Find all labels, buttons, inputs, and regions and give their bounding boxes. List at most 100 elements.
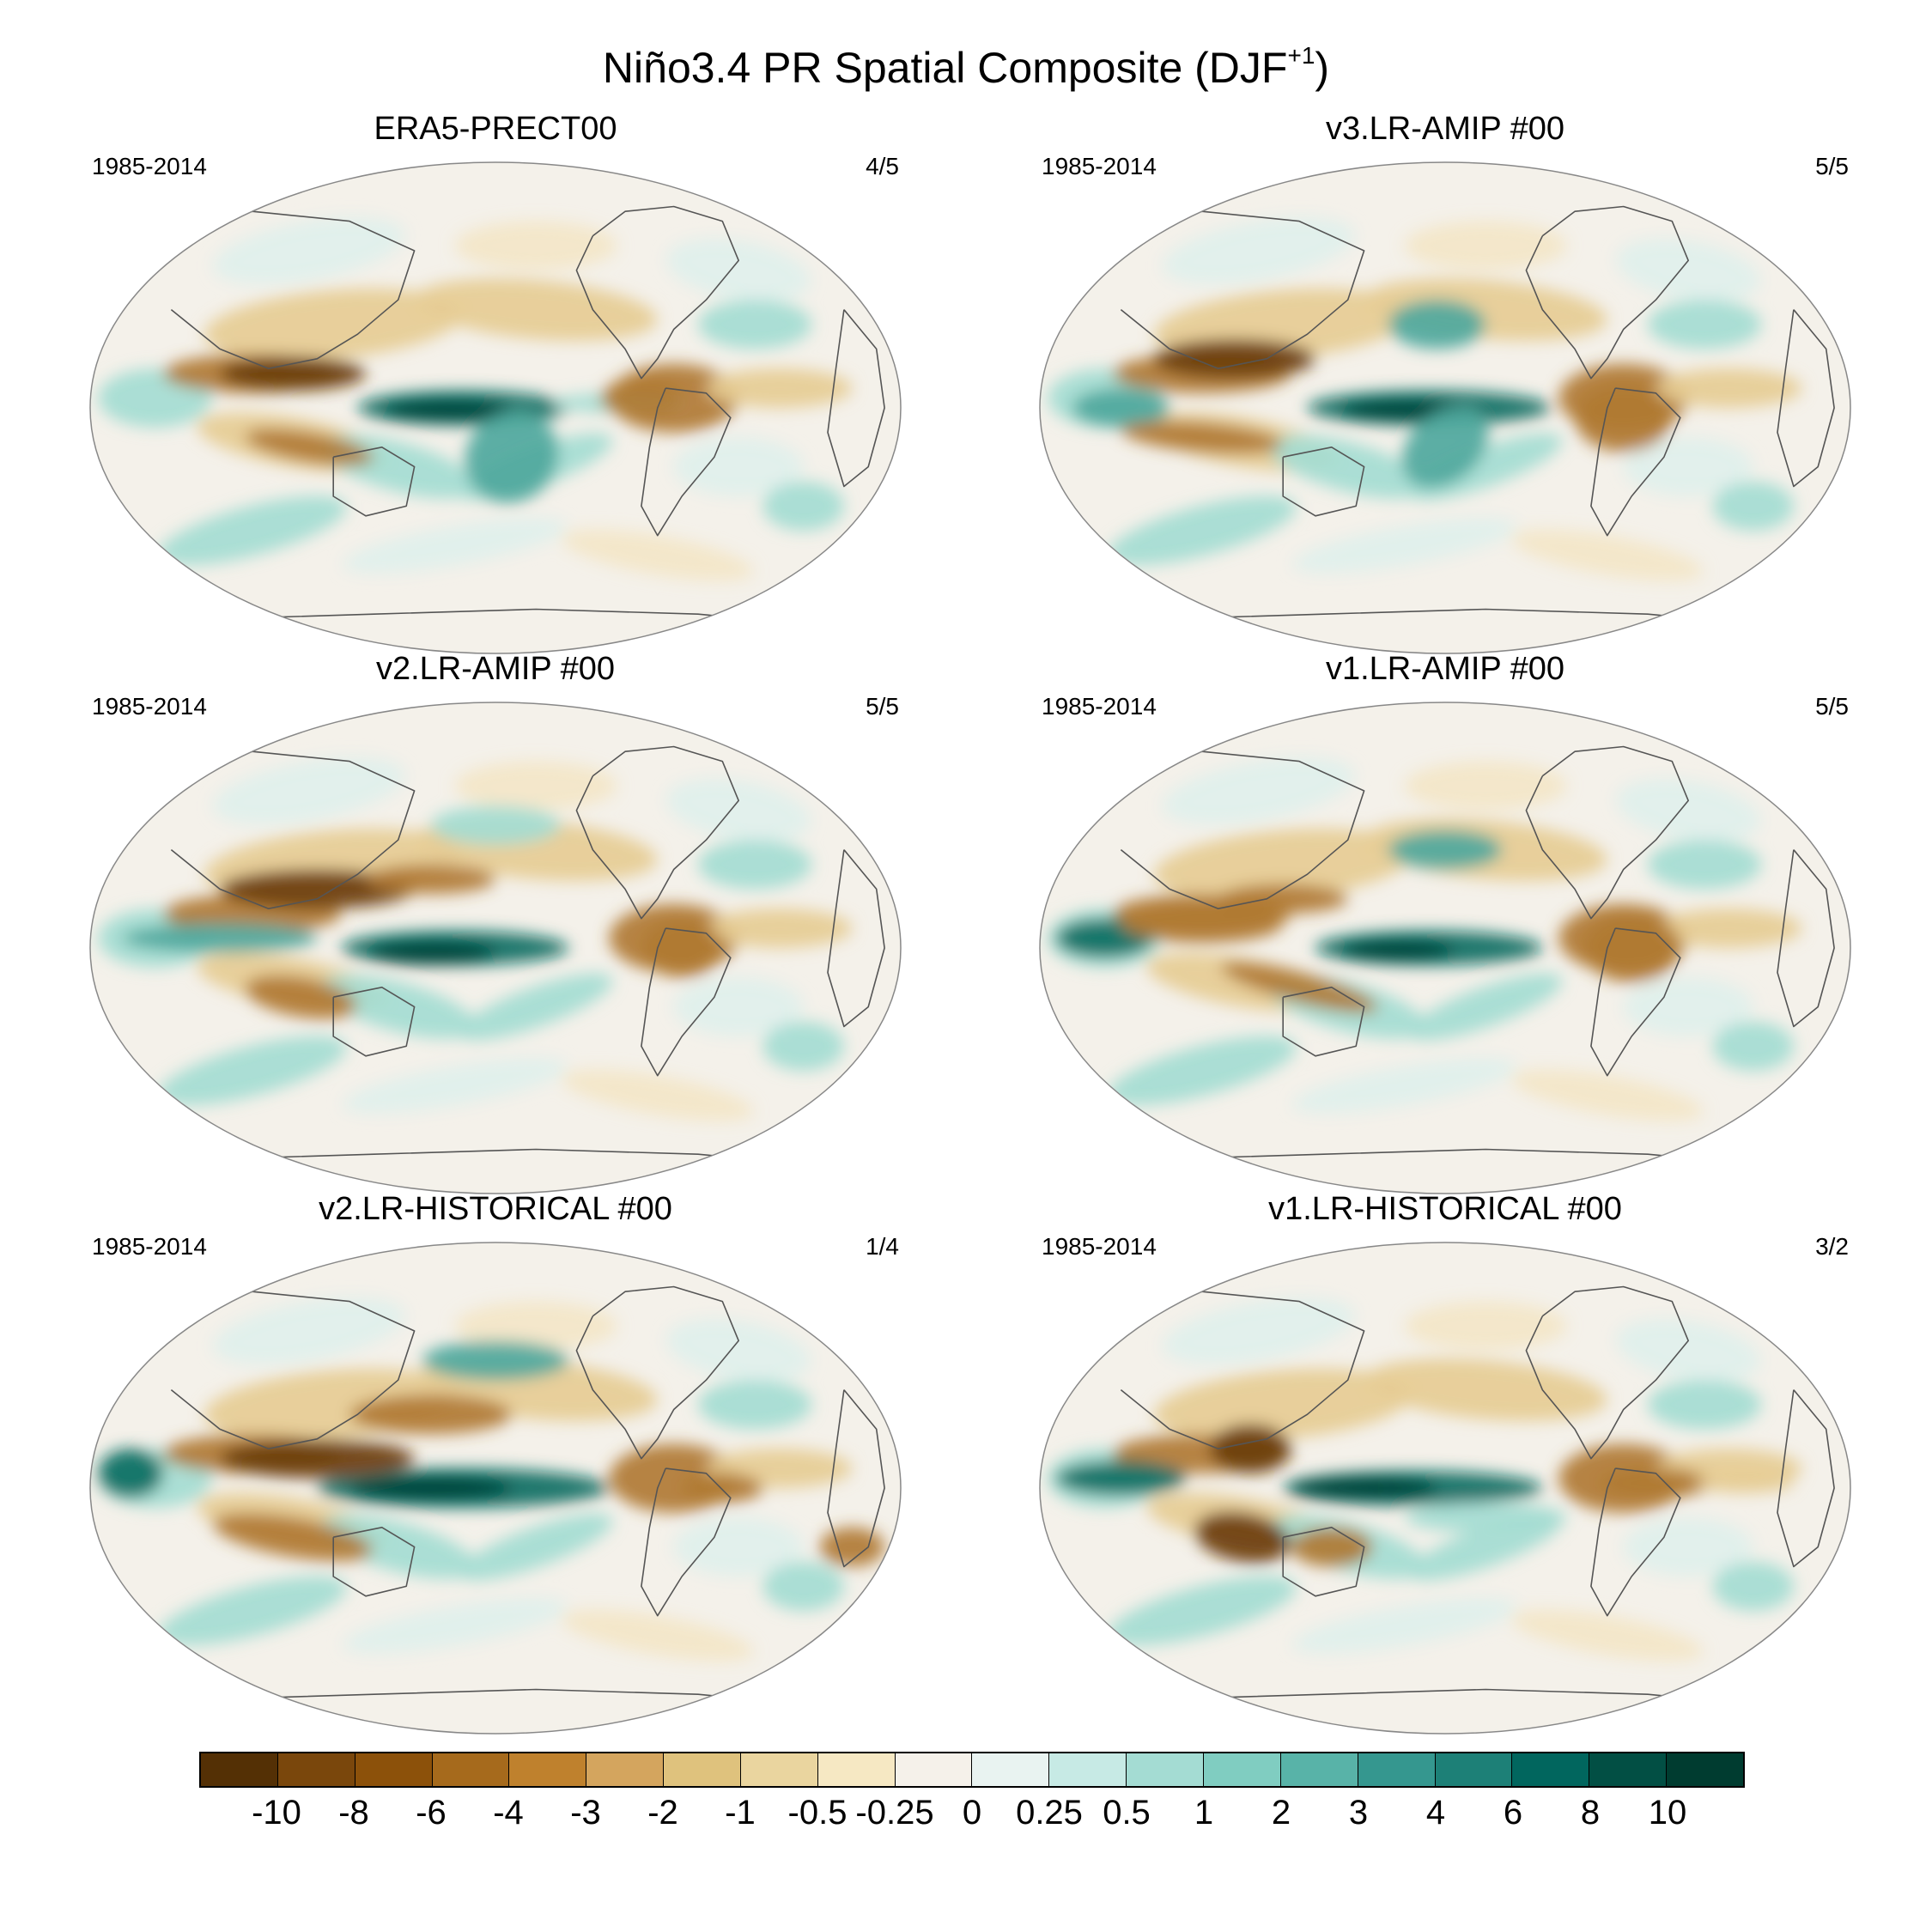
colorbar-tick-label: 0 xyxy=(962,1794,982,1832)
anomaly-blob xyxy=(366,864,495,895)
anomaly-blob xyxy=(819,1527,885,1567)
anomaly-blob xyxy=(1623,977,1753,1036)
map-plot xyxy=(89,1242,902,1735)
coastline xyxy=(1777,1389,1835,1568)
anomaly-blob xyxy=(1648,1380,1762,1430)
anomaly-blob xyxy=(1712,1561,1794,1611)
anomaly-field xyxy=(1048,756,1802,1121)
anomaly-blob xyxy=(1656,368,1802,408)
map-outline xyxy=(1039,161,1851,654)
anomaly-blob xyxy=(1712,481,1794,531)
coastline xyxy=(1282,1526,1365,1597)
colorbar-tick-label: 3 xyxy=(1348,1794,1369,1832)
anomaly-blob xyxy=(213,216,405,285)
colorbar-tick-label: 4 xyxy=(1425,1794,1446,1832)
map-plot xyxy=(1039,161,1851,654)
anomaly-blob xyxy=(1404,1503,1567,1533)
figure-title-end: ) xyxy=(1315,44,1330,92)
anomaly-blob xyxy=(762,1561,844,1611)
colorbar-tick-label: 1 xyxy=(1194,1794,1214,1832)
anomaly-blob xyxy=(1404,761,1567,811)
anomaly-field xyxy=(1048,216,1802,581)
coastline xyxy=(1120,1291,1365,1449)
coastline xyxy=(1282,986,1365,1057)
coastline xyxy=(332,1526,416,1597)
coastline xyxy=(641,387,732,537)
colorbar-tick-label: 2 xyxy=(1271,1794,1291,1832)
anomaly-field xyxy=(98,216,853,581)
anomaly-field xyxy=(1048,1297,1802,1662)
anomaly-blob xyxy=(343,1058,568,1114)
anomaly-blob xyxy=(706,368,853,408)
anomaly-blob xyxy=(1409,973,1563,1041)
anomaly-blob xyxy=(1388,300,1486,349)
panel-title: v2.LR-HISTORICAL #00 xyxy=(319,1191,672,1227)
anomaly-blob xyxy=(673,977,804,1036)
coastline xyxy=(575,745,740,920)
anomaly-blob xyxy=(1163,216,1355,285)
anomaly-blob xyxy=(1108,1576,1297,1646)
colorbar-cell xyxy=(664,1753,741,1786)
coastline xyxy=(641,1467,732,1617)
coastline xyxy=(1525,205,1690,380)
anomaly-blob xyxy=(1616,238,1761,302)
colorbar-cell xyxy=(432,1753,510,1786)
coastline xyxy=(332,446,416,517)
map-plot xyxy=(1039,1242,1851,1735)
anomaly-blob xyxy=(762,481,844,531)
colorbar-tick-label: 0.5 xyxy=(1103,1794,1151,1832)
coastline xyxy=(1590,1467,1681,1617)
anomaly-blob xyxy=(349,1394,512,1435)
anomaly-field xyxy=(98,756,853,1121)
anomaly-blob xyxy=(1388,829,1503,870)
coastline xyxy=(641,927,732,1077)
anomaly-blob xyxy=(430,805,561,845)
coastline xyxy=(1590,387,1681,537)
colorbar xyxy=(199,1752,1745,1788)
anomaly-blob xyxy=(1712,1021,1794,1071)
colorbar-tick-label: -0.5 xyxy=(787,1794,848,1832)
colorbar-cell xyxy=(1358,1753,1436,1786)
map-outline xyxy=(89,702,902,1194)
colorbar-cell xyxy=(817,1753,896,1786)
colorbar-tick-label: -0.25 xyxy=(855,1794,934,1832)
anomaly-blob xyxy=(1623,1517,1753,1577)
colorbar-cell xyxy=(201,1753,278,1786)
colorbar-cell xyxy=(586,1753,665,1786)
anomaly-blob xyxy=(122,923,318,953)
map-outline xyxy=(1039,1242,1851,1735)
anomaly-blob xyxy=(1575,383,1673,453)
anomaly-blob xyxy=(349,1475,512,1501)
panel-period: 1985-2014 xyxy=(92,1233,207,1260)
colorbar-tick-label: 0.25 xyxy=(1016,1794,1083,1832)
anomaly-blob xyxy=(1623,437,1753,496)
colorbar-cell xyxy=(1127,1753,1204,1786)
coastline xyxy=(827,1389,885,1568)
anomaly-blob xyxy=(1616,778,1761,842)
anomaly-blob xyxy=(698,1380,812,1430)
map-panel-v2-lr-historical: v2.LR-HISTORICAL #00 1985-2014 1/4 xyxy=(83,1188,908,1735)
anomaly-blob xyxy=(1656,908,1802,948)
panel-ratio: 3/2 xyxy=(1815,1233,1849,1260)
anomaly-blob xyxy=(1291,1527,1372,1567)
anomaly-blob xyxy=(1121,421,1283,454)
coastline xyxy=(170,750,416,909)
anomaly-blob xyxy=(1340,939,1454,962)
colorbar-tick-label: -1 xyxy=(725,1794,756,1832)
anomaly-blob xyxy=(1194,1511,1291,1564)
anomaly-blob xyxy=(698,300,812,349)
anomaly-blob xyxy=(1218,884,1348,914)
colorbar-cell xyxy=(277,1753,355,1786)
colorbar-cell xyxy=(740,1753,818,1786)
colorbar-tick-label: -4 xyxy=(493,1794,524,1832)
colorbar-tick-label: 10 xyxy=(1648,1794,1687,1832)
map-panel-v2-lr-amip: v2.LR-AMIP #00 1985-2014 5/5 xyxy=(83,647,908,1194)
anomaly-blob xyxy=(762,1021,844,1071)
anomaly-blob xyxy=(158,1036,347,1106)
anomaly-blob xyxy=(158,495,347,566)
anomaly-blob xyxy=(319,975,477,1039)
panel-title: ERA5-PRECT00 xyxy=(374,111,617,147)
coastline xyxy=(170,210,416,369)
anomaly-blob xyxy=(562,1609,754,1662)
anomaly-blob xyxy=(158,1576,347,1646)
